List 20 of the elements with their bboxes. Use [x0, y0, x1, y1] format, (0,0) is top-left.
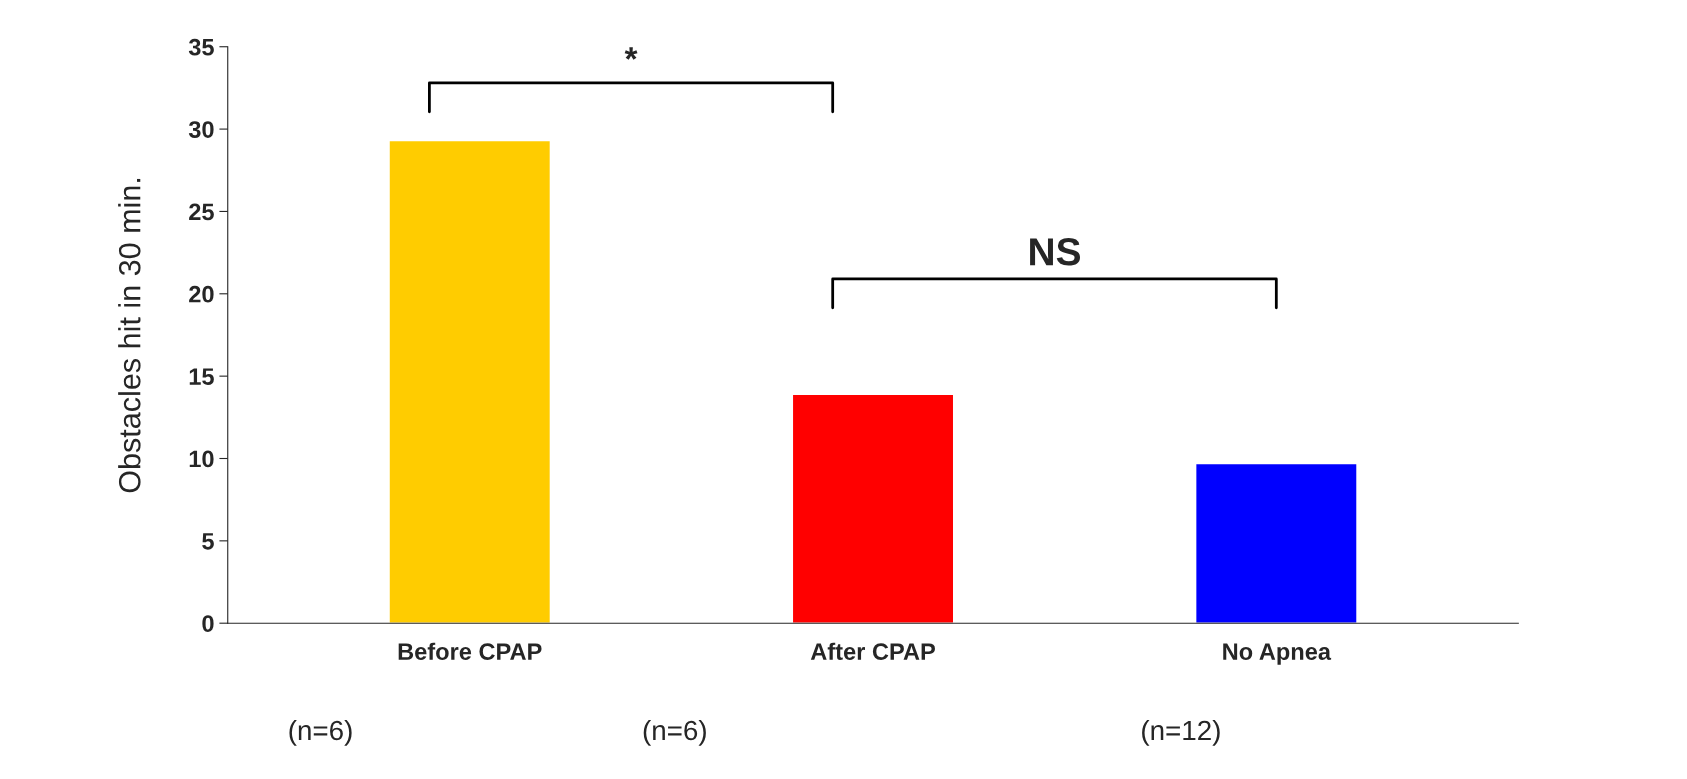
y-tick-label: 20: [189, 285, 214, 303]
text: (n=12): [1142, 719, 1220, 746]
annotation: *: [624, 47, 638, 60]
y-tick-label: 30: [188, 121, 214, 138]
x-tick-label: After CPAP: [810, 642, 935, 660]
x-tick-label: No Apnea: [1223, 643, 1332, 665]
y-axis-title: Obstacles hit in 30 min.: [118, 178, 141, 493]
y-tick-label: 10: [189, 450, 214, 468]
y-tick-label: 15: [189, 368, 214, 385]
text: (n=6): [643, 719, 706, 746]
text: (n=6): [289, 719, 352, 746]
annotation: NS: [1030, 237, 1080, 266]
bar: [388, 139, 552, 624]
y-tick-label: 25: [189, 203, 214, 221]
y-tick-label: 5: [202, 533, 214, 550]
bar: [1194, 462, 1358, 624]
x-tick-label: Before CPAP: [398, 642, 542, 660]
bar: [791, 393, 955, 624]
y-tick-label: 0: [202, 615, 214, 632]
y-tick-label: 35: [188, 38, 214, 56]
